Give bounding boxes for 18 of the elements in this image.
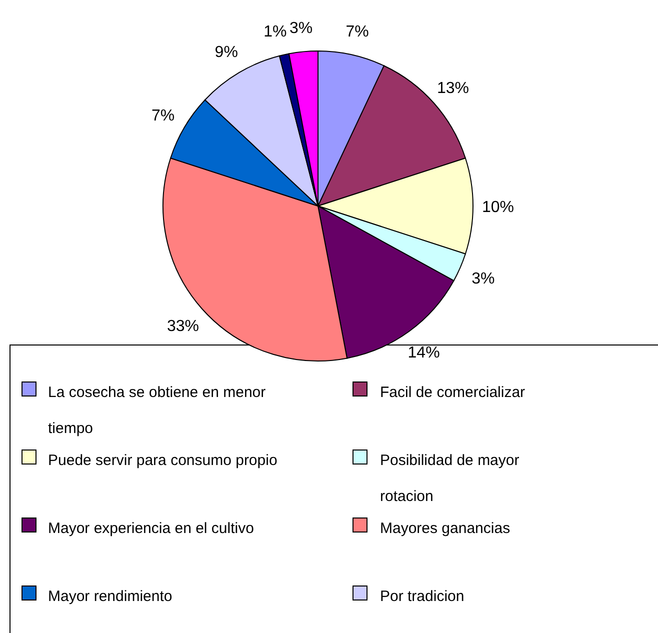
data-label: 9%	[214, 44, 238, 62]
legend-label: Mayor rendimiento	[48, 588, 172, 605]
legend-label: Facil de comercializar	[380, 384, 526, 401]
data-label: 14%	[408, 344, 440, 362]
category-label: La cosecha se obtiene en menor tiempo	[48, 384, 266, 437]
data-label: 7%	[152, 107, 175, 124]
data-label: 13%	[437, 80, 470, 97]
legend-label: Puede servir para consumo propio	[48, 452, 278, 469]
data-label: 3%	[290, 20, 313, 37]
data-label: 7%	[346, 23, 369, 40]
category-label: Posibilidad de mayor rotacion	[380, 452, 520, 505]
data-label: 33%	[166, 318, 199, 336]
legend-label: Mayor experiencia en el cultivo	[48, 520, 254, 537]
legend-label: Mayores ganancias	[380, 520, 510, 537]
data-label: 10%	[482, 199, 514, 216]
data-label: 3%	[472, 270, 495, 288]
data-label: 1%	[264, 23, 287, 40]
legend-label: Por tradicion	[380, 588, 464, 605]
